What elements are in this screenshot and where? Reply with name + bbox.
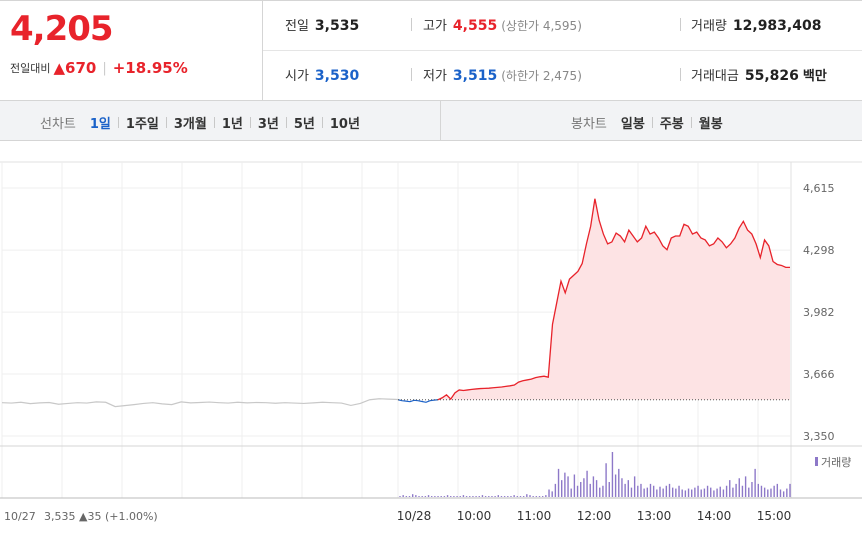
tab-separator: [285, 117, 287, 128]
amount-cell: 거래대금 55,826 백만: [691, 65, 827, 84]
tab-separator: [651, 117, 653, 128]
change-value: 670: [65, 59, 97, 77]
lower-limit: (하한가 2,475): [501, 69, 582, 83]
y-tick-label: 3,982: [803, 306, 835, 319]
line-chart-title: 선차트: [40, 117, 76, 132]
tab-separator: [213, 117, 215, 128]
quote-header: 4,205 전일대비 ▲ 670 | +18.95% 전일 3,535 고가 4…: [0, 0, 862, 101]
x-tick-label: 13:00: [637, 509, 672, 523]
tab-separator: [165, 117, 167, 128]
tab-separator: [117, 117, 119, 128]
amount-unit: 백만: [802, 69, 827, 84]
prev-day-date-label: 10/27: [4, 510, 36, 523]
prev-close-value: 3,535: [314, 18, 360, 34]
tab-10year[interactable]: 10년: [329, 117, 360, 132]
amount-value: 55,826: [744, 68, 799, 84]
y-tick-label: 3,350: [803, 430, 835, 443]
tab-3month[interactable]: 3개월: [173, 117, 207, 132]
volume-legend-swatch: [815, 457, 818, 466]
volume-label: 거래량: [691, 19, 727, 34]
info-separator: [680, 18, 681, 31]
volume-value: 12,983,408: [732, 18, 822, 34]
today-line-above-reference: [437, 198, 790, 401]
high-value: 4,555: [452, 18, 498, 34]
volume-legend-label: 거래량: [821, 456, 851, 469]
prev-close-label: 전일: [285, 19, 309, 34]
y-tick-label: 3,666: [803, 368, 835, 381]
chart-period-tabs: 선차트 1일 1주일 3개월 1년 3년 5년 10년 봉차트 일봉 주봉 월봉: [0, 101, 862, 141]
today-area-fill: [438, 198, 790, 400]
y-tick-label: 4,615: [803, 182, 835, 195]
change-arrow-icon: ▲: [53, 59, 66, 77]
tab-3year[interactable]: 3년: [257, 117, 279, 132]
line-chart-tabs: 선차트 1일 1주일 3개월 1년 3년 5년 10년: [40, 113, 360, 132]
today-line-below-reference: [397, 399, 439, 403]
tab-5year[interactable]: 5년: [293, 117, 315, 132]
x-tick-label: 11:00: [517, 509, 552, 523]
x-tick-label: 14:00: [697, 509, 732, 523]
change-percent: +18.95%: [112, 59, 188, 77]
x-tick-label: 12:00: [577, 509, 612, 523]
tab-monthly-candle[interactable]: 월봉: [698, 117, 723, 132]
low-label: 저가: [423, 69, 447, 84]
tab-1year[interactable]: 1년: [221, 117, 243, 132]
high-cell: 고가 4,555 (상한가 4,595): [423, 15, 582, 34]
amount-label: 거래대금: [691, 69, 739, 84]
upper-limit: (상한가 4,595): [501, 19, 582, 33]
quote-info-grid: 전일 3,535 고가 4,555 (상한가 4,595) 거래량 12,983…: [263, 1, 862, 100]
candle-chart-title: 봉차트: [571, 117, 607, 132]
info-separator: [411, 18, 412, 31]
prev-close-cell: 전일 3,535: [285, 15, 359, 34]
tab-1day[interactable]: 1일: [89, 117, 111, 132]
change-label: 전일대비: [10, 62, 51, 75]
prev-day-line: [1, 398, 399, 408]
open-cell: 시가 3,530: [285, 65, 359, 84]
tab-weekly-candle[interactable]: 주봉: [659, 117, 684, 132]
tab-separator: [690, 117, 692, 128]
y-tick-label: 4,298: [803, 244, 835, 257]
info-separator: [680, 68, 681, 81]
x-tick-label: 10/28: [397, 509, 432, 523]
x-tick-label: 15:00: [757, 509, 792, 523]
change-separator: |: [102, 60, 107, 76]
tab-group-divider: [440, 101, 441, 140]
high-label: 고가: [423, 19, 447, 34]
tab-1week[interactable]: 1주일: [125, 117, 159, 132]
tab-separator: [321, 117, 323, 128]
open-label: 시가: [285, 69, 309, 84]
current-price: 4,205: [10, 9, 114, 49]
prev-day-summary: 3,535 ▲35 (+1.00%): [44, 510, 158, 523]
tab-daily-candle[interactable]: 일봉: [620, 117, 645, 132]
x-tick-label: 10:00: [457, 509, 492, 523]
change-row: 전일대비 ▲ 670 | +18.95%: [10, 59, 188, 77]
info-separator: [411, 68, 412, 81]
open-value: 3,530: [314, 68, 360, 84]
info-row-divider: [263, 50, 862, 51]
tab-separator: [249, 117, 251, 128]
price-box: 4,205 전일대비 ▲ 670 | +18.95%: [0, 1, 263, 100]
volume-cell: 거래량 12,983,408: [691, 15, 821, 34]
candle-chart-tabs: 봉차트 일봉 주봉 월봉: [571, 113, 723, 132]
low-cell: 저가 3,515 (하한가 2,475): [423, 65, 582, 84]
low-value: 3,515: [452, 68, 498, 84]
